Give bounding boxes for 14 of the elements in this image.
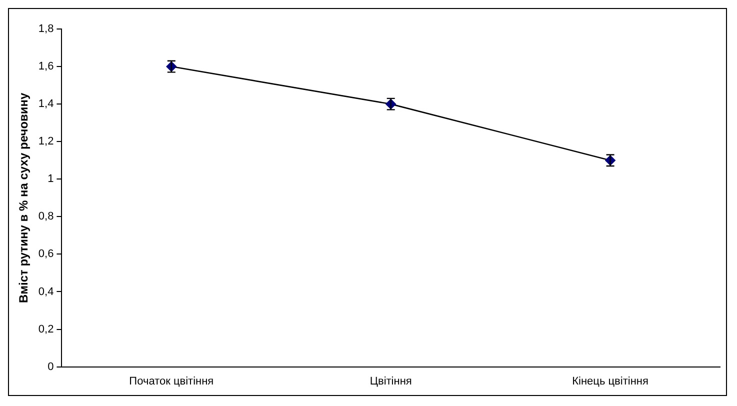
y-tick-label: 0,8 bbox=[38, 210, 54, 223]
x-tick-label: Початок цвітіння bbox=[129, 375, 214, 388]
y-tick-label: 1,6 bbox=[38, 60, 54, 73]
y-tick-label: 1,4 bbox=[38, 98, 54, 110]
y-tick-label: 0,4 bbox=[38, 286, 54, 298]
y-tick-label: 0,6 bbox=[38, 248, 54, 260]
x-tick-label: Кінець цвітіння bbox=[572, 375, 648, 388]
y-tick-label: 1 bbox=[48, 173, 54, 186]
y-tick-label: 0,2 bbox=[38, 323, 54, 336]
x-tick-label: Цвітіння bbox=[370, 375, 412, 388]
y-tick-label: 1,2 bbox=[38, 136, 54, 148]
y-tick-label: 0 bbox=[48, 360, 54, 373]
y-axis-title: Вміст рутину в % на суху речовину bbox=[16, 92, 31, 304]
y-tick-label: 1,8 bbox=[38, 23, 54, 36]
